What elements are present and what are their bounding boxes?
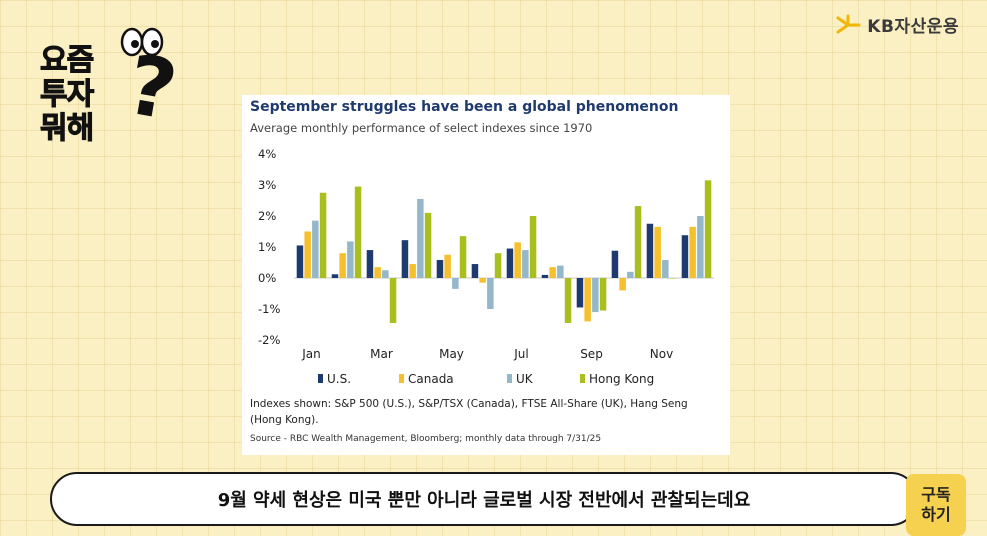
bar-u-s--nov [646, 223, 654, 278]
x-tick-label: Nov [650, 347, 673, 361]
x-tick-label: Sep [580, 347, 603, 361]
bar-canada-may [444, 254, 451, 278]
bar-uk-jul [522, 250, 529, 278]
bar-hong-kong-jan [319, 192, 327, 278]
chart-subtitle: Average monthly performance of select in… [250, 121, 593, 135]
brand-logo: KB자산운용 [835, 12, 959, 37]
legend-label: U.S. [327, 372, 351, 386]
bar-hong-kong-apr [424, 212, 432, 278]
channel-logo: 요즘 투자 뭐해 ? [36, 16, 186, 151]
bar-canada-nov [654, 226, 661, 278]
bar-canada-sep [584, 278, 591, 322]
logo-line-2: 투자 [39, 77, 94, 112]
legend-swatch [580, 374, 585, 383]
legend-label: Canada [408, 372, 454, 386]
bar-canada-jul [514, 242, 521, 278]
bar-uk-jun [487, 278, 494, 309]
y-tick-label: 4% [258, 147, 276, 161]
bar-uk-dec [697, 216, 704, 278]
bar-u-s--jun [471, 264, 479, 278]
chart-note: Indexes shown: S&P 500 (U.S.), S&P/TSX (… [250, 398, 688, 426]
bar-uk-sep [592, 278, 599, 313]
bar-u-s--mar [366, 250, 374, 278]
x-tick-label: Mar [370, 347, 393, 361]
bar-canada-jun [479, 278, 486, 283]
bar-hong-kong-oct [634, 206, 642, 278]
y-tick-label: 2% [258, 209, 276, 223]
bar-uk-nov [662, 260, 669, 278]
bar-uk-apr [417, 198, 424, 278]
bar-hong-kong-may [459, 236, 467, 278]
bar-canada-jan [304, 231, 311, 278]
bar-hong-kong-mar [389, 278, 397, 323]
bar-canada-aug [549, 267, 556, 278]
bar-uk-oct [627, 271, 634, 278]
logo-line-1: 요즘 [39, 43, 94, 78]
x-tick-label: May [439, 347, 464, 361]
bar-canada-apr [409, 264, 416, 278]
bar-uk-feb [347, 241, 354, 278]
bar-uk-may [452, 278, 459, 289]
bar-u-s--sep [576, 278, 584, 308]
kb-star-icon [836, 14, 861, 33]
bar-u-s--aug [541, 274, 549, 278]
bar-u-s--apr [401, 240, 409, 278]
bar-uk-jan [312, 220, 319, 278]
bar-u-s--feb [331, 274, 339, 278]
bar-u-s--dec [681, 235, 689, 278]
legend-label: UK [516, 372, 534, 386]
bar-u-s--jan [296, 245, 304, 278]
bar-chart: 4% 3% 2% 1% 0% -1% -2% Jan Mar May Jul Sep Nov U.S. Ca… [258, 147, 714, 386]
brand-name: KB자산운용 [867, 17, 959, 37]
subscribe-button[interactable]: 구독하기 [906, 474, 966, 536]
legend-swatch [507, 374, 512, 383]
bar-u-s--oct [611, 250, 619, 278]
bar-u-s--jul [506, 248, 514, 278]
bar-uk-aug [557, 265, 564, 278]
bar-hong-kong-feb [354, 186, 362, 278]
x-tick-label: Jul [513, 347, 528, 361]
bar-uk-mar [382, 270, 389, 278]
bar-hong-kong-dec [704, 180, 712, 278]
y-tick-label: -2% [258, 333, 280, 347]
bar-canada-dec [689, 226, 696, 278]
caption-bar: 9월 약세 현상은 미국 뿐만 아니라 글로벌 시장 전반에서 관찰되는데요 [50, 472, 918, 526]
legend-swatch [399, 374, 404, 383]
y-tick-label: 3% [258, 178, 276, 192]
y-tick-label: 1% [258, 240, 276, 254]
bar-canada-feb [339, 253, 346, 278]
x-tick-label: Jan [301, 347, 321, 361]
bar-hong-kong-nov [669, 278, 677, 279]
chart-title: September struggles have been a global p… [250, 99, 679, 115]
bar-u-s--may [436, 260, 444, 278]
legend-label: Hong Kong [589, 372, 654, 386]
bar-hong-kong-sep [599, 278, 607, 311]
bar-hong-kong-jul [529, 216, 537, 278]
bar-canada-mar [374, 267, 381, 278]
chart-source: Source - RBC Wealth Management, Bloomber… [250, 434, 602, 444]
logo-line-3: 뭐해 [39, 111, 94, 146]
legend-swatch [318, 374, 323, 383]
y-tick-label: 0% [258, 271, 276, 285]
bar-hong-kong-jun [494, 253, 502, 278]
bar-hong-kong-aug [564, 278, 572, 323]
bar-canada-oct [619, 278, 626, 291]
eyes-icon [120, 27, 164, 57]
y-tick-label: -1% [258, 302, 280, 316]
caption-text: 9월 약세 현상은 미국 뿐만 아니라 글로벌 시장 전반에서 관찰되는데요 [217, 490, 751, 511]
subscribe-label: 구독하기 [921, 485, 951, 524]
chart-card: September struggles have been a global p… [242, 95, 730, 455]
